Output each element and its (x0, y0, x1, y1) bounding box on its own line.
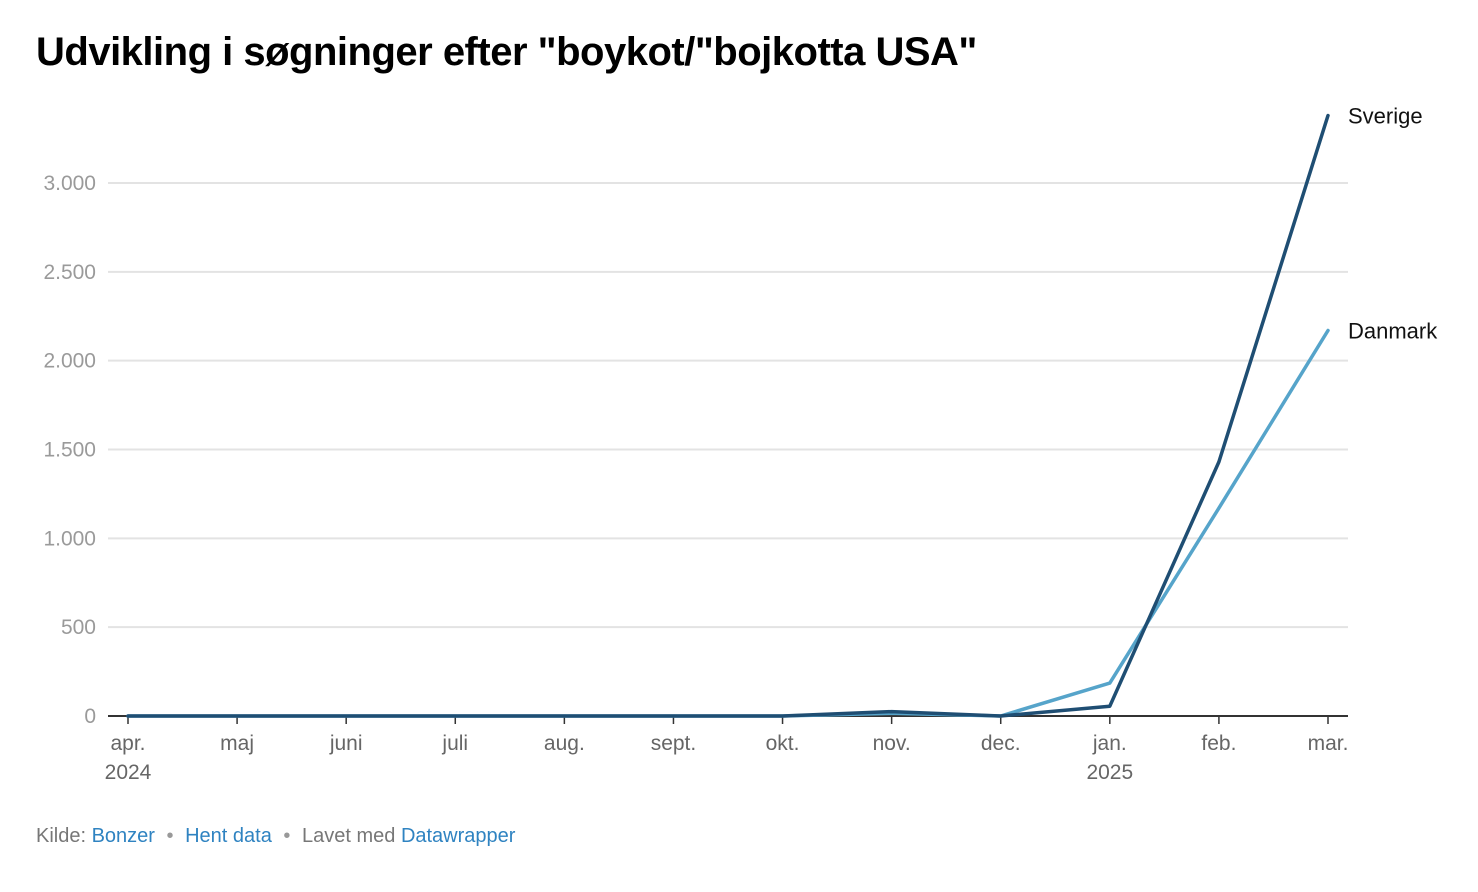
y-axis-ticks: 0 500 1.000 1.500 2.000 2.500 3.000 (43, 172, 96, 728)
chart-title: Udvikling i søgninger efter "boykot/"boj… (36, 30, 977, 74)
gridlines (108, 182, 1348, 629)
series-label-sverige: Sverige (1348, 103, 1423, 128)
y-tick-label: 3.000 (43, 172, 96, 195)
chart-footer: Kilde: Bonzer • Hent data • Lavet med Da… (36, 825, 515, 848)
download-data-link[interactable]: Hent data (185, 825, 272, 847)
series-line-sverige (126, 113, 1330, 718)
y-tick-label: 2.500 (43, 261, 96, 284)
x-tick-label: sept. (651, 732, 697, 755)
datawrapper-link[interactable]: Datawrapper (400, 825, 516, 847)
x-tick-label: dec. (981, 732, 1021, 755)
x-tick-label: feb. (1201, 732, 1236, 755)
series-line-danmark (126, 328, 1330, 718)
x-tick-label: juni (329, 732, 363, 755)
y-tick-label: 1.500 (43, 439, 96, 462)
x-tick-label: jan. (1092, 732, 1127, 755)
x-tick-label: maj (220, 732, 254, 755)
x-year-label: 2024 (105, 761, 152, 784)
x-tick-label: mar. (1308, 732, 1349, 755)
series-labels: Sverige Danmark (1348, 103, 1438, 343)
series-label-danmark: Danmark (1348, 318, 1438, 343)
x-year-label: 2025 (1086, 761, 1133, 784)
y-tick-label: 0 (84, 705, 96, 728)
source-prefix: Kilde: (36, 825, 87, 847)
source-link[interactable]: Bonzer (91, 825, 155, 847)
made-with-prefix: Lavet med (301, 825, 396, 847)
series-lines (126, 113, 1330, 718)
y-tick-label: 2.000 (43, 350, 96, 373)
footer-separator: • (283, 825, 291, 847)
y-tick-label: 1.000 (43, 527, 96, 550)
y-tick-label: 500 (61, 616, 96, 639)
x-tick-label: juli (441, 732, 468, 755)
footer-separator: • (166, 825, 174, 847)
x-tick-label: aug. (544, 732, 585, 755)
x-tick-label: okt. (766, 732, 800, 755)
x-tick-label: apr. (110, 732, 145, 755)
x-axis-ticks: apr. maj juni juli aug. sept. okt. nov. dec. jan.… (105, 716, 1349, 784)
x-tick-label: nov. (873, 732, 911, 755)
